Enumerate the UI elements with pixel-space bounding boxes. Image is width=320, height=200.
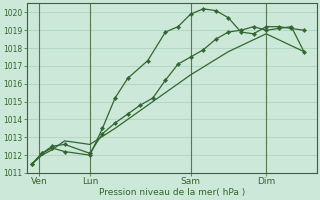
X-axis label: Pression niveau de la mer( hPa ): Pression niveau de la mer( hPa ) (99, 188, 245, 197)
